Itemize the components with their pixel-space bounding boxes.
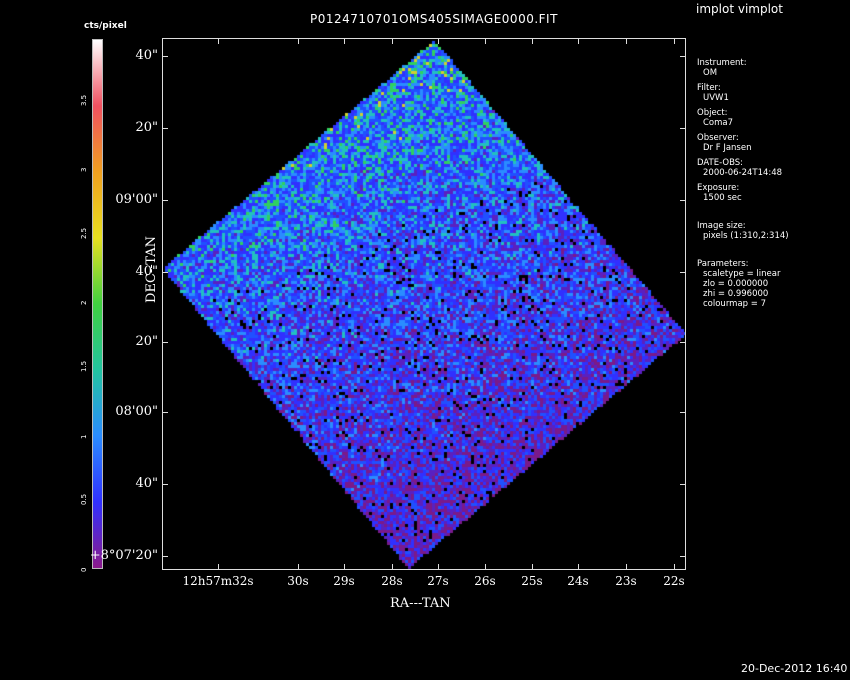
param-colourmap: colourmap = 7 — [703, 299, 766, 309]
tick-mark — [162, 484, 168, 485]
filter-label: Filter: — [697, 83, 721, 93]
filter-value: UVW1 — [703, 93, 729, 103]
tick-mark — [680, 412, 686, 413]
colorbar-tick-label: 1.5 — [80, 360, 88, 373]
params-block: Parameters: scaletype = linear zlo = 0.0… — [697, 259, 847, 309]
y-tick-label: +8°07'20" — [89, 548, 158, 563]
object-label: Object: — [697, 108, 728, 118]
x-tick-label: 22s — [663, 574, 685, 588]
tick-mark — [438, 38, 439, 44]
y-tick-label: 40" — [135, 48, 158, 63]
x-tick-label: 12h57m32s — [182, 574, 254, 588]
x-tick-label: 24s — [567, 574, 589, 588]
tick-mark — [626, 564, 627, 570]
tick-mark — [298, 38, 299, 44]
y-tick-label: 40" — [135, 476, 158, 491]
date-value: 2000-06-24T14:48 — [703, 168, 783, 178]
y-tick-label: 40" — [135, 264, 158, 279]
colorbar-tick-label: 0 — [80, 567, 88, 572]
colorbar-tick-label: 2 — [80, 301, 88, 306]
tick-mark — [162, 272, 168, 273]
tick-mark — [162, 128, 168, 129]
tick-mark — [680, 484, 686, 485]
tick-mark — [438, 564, 439, 570]
x-tick-label: 26s — [474, 574, 496, 588]
tick-mark — [162, 56, 168, 57]
tick-mark — [162, 556, 168, 557]
tick-mark — [532, 38, 533, 44]
tick-mark — [674, 38, 675, 44]
tick-mark — [162, 342, 168, 343]
exposure-block: Exposure: 1500 sec — [697, 183, 847, 203]
y-tick-label: 08'00" — [115, 404, 158, 419]
x-tick-label: 23s — [615, 574, 637, 588]
colorbar-tick-label: 0.5 — [80, 494, 88, 506]
size-label: Image size: — [697, 221, 746, 231]
tick-mark — [578, 564, 579, 570]
tick-mark — [680, 128, 686, 129]
filter-block: Filter: UVW1 — [697, 83, 847, 103]
info-panel: Instrument: OM Filter: UVW1 Object: Coma… — [697, 58, 847, 314]
tick-mark — [626, 38, 627, 44]
x-tick-label: 25s — [521, 574, 543, 588]
param-zlo: zlo = 0.000000 — [703, 279, 769, 289]
date-label: DATE-OBS: — [697, 158, 744, 168]
colorbar-tick-label: 3 — [80, 167, 88, 173]
exposure-value: 1500 sec — [703, 193, 742, 203]
object-block: Object: Coma7 — [697, 108, 847, 128]
y-tick-label: 20" — [135, 120, 158, 135]
tick-mark — [680, 272, 686, 273]
tick-mark — [162, 200, 168, 201]
params-label: Parameters: — [697, 259, 749, 269]
x-tick-label: 29s — [333, 574, 355, 588]
sky-image[interactable] — [162, 38, 686, 570]
x-axis-label: RA---TAN — [390, 596, 451, 611]
observer-label: Observer: — [697, 133, 739, 143]
footer-timestamp: 20-Dec-2012 16:40 — [741, 662, 848, 675]
colorbar-tick-label: 1 — [80, 434, 88, 439]
y-tick-label: 20" — [135, 334, 158, 349]
date-block: DATE-OBS: 2000-06-24T14:48 — [697, 158, 847, 178]
tick-mark — [218, 564, 219, 570]
plot-frame — [162, 38, 686, 570]
param-zhi: zhi = 0.996000 — [703, 289, 769, 299]
size-value: pixels (1:310,2:314) — [703, 231, 789, 241]
tick-mark — [485, 38, 486, 44]
tick-mark — [162, 412, 168, 413]
tick-mark — [392, 564, 393, 570]
exposure-label: Exposure: — [697, 183, 740, 193]
plot-title: P0124710701OMS405SIMAGE0000.FIT — [310, 12, 558, 26]
y-tick-label: 09'00" — [115, 192, 158, 207]
instrument-value: OM — [703, 68, 718, 78]
x-tick-label: 27s — [427, 574, 449, 588]
observer-block: Observer: Dr F Jansen — [697, 133, 847, 153]
tick-mark — [674, 564, 675, 570]
size-block: Image size: pixels (1:310,2:314) — [697, 221, 847, 241]
tick-mark — [344, 564, 345, 570]
observer-value: Dr F Jansen — [703, 143, 752, 153]
tick-mark — [532, 564, 533, 570]
tick-mark — [680, 200, 686, 201]
tick-mark — [578, 38, 579, 44]
tick-mark — [392, 38, 393, 44]
app-title: implot vimplot — [696, 2, 783, 16]
tick-mark — [485, 564, 486, 570]
instrument-block: Instrument: OM — [697, 58, 847, 78]
colorbar-tick-label: 2.5 — [80, 227, 88, 239]
tick-mark — [680, 342, 686, 343]
colorbar — [92, 39, 103, 569]
param-scaletype: scaletype = linear — [703, 269, 781, 279]
tick-mark — [298, 564, 299, 570]
tick-mark — [218, 38, 219, 44]
tick-mark — [344, 38, 345, 44]
y-axis-label: DEC--TAN — [143, 236, 159, 303]
tick-mark — [680, 556, 686, 557]
tick-mark — [680, 56, 686, 57]
instrument-label: Instrument: — [697, 58, 747, 68]
object-value: Coma7 — [703, 118, 734, 128]
colorbar-unit: cts/pixel — [84, 21, 127, 31]
colorbar-tick-label: 3.5 — [80, 94, 88, 106]
x-tick-label: 30s — [287, 574, 309, 588]
x-tick-label: 28s — [381, 574, 403, 588]
